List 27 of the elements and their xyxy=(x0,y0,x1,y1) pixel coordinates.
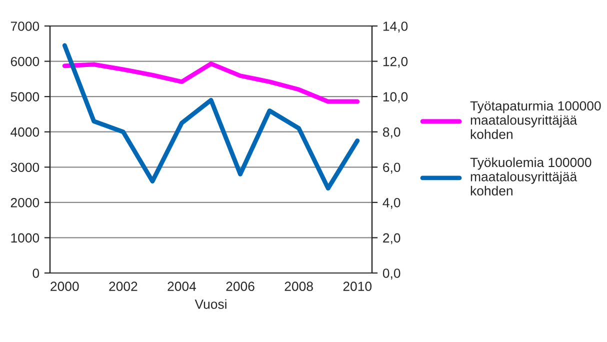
y2-tick-label: 10,0 xyxy=(383,92,408,104)
x-tick-label: 2002 xyxy=(109,282,138,292)
line-series xyxy=(62,62,360,104)
y-tick-label: 1000 xyxy=(11,233,40,243)
x-tick-label: 2000 xyxy=(50,282,79,292)
y2-tick-label: 4,0 xyxy=(382,198,400,209)
y2-tick-label: 2,0 xyxy=(383,233,400,244)
y-tick-label: 0 xyxy=(32,268,40,278)
y2-tick-label: 0,0 xyxy=(382,268,400,280)
y-tick-label: 3000 xyxy=(10,162,40,172)
legend-label: Työkuolemia 100000 maatalousyrittäjää kohden xyxy=(470,157,592,196)
line-series xyxy=(62,43,360,191)
legend-label: Työtapaturmia 100000 maatalousyrittäjää kohden xyxy=(470,100,601,139)
y-tick-label: 4000 xyxy=(10,127,40,137)
y2-tick-label: 12,0 xyxy=(383,56,408,68)
y-tick-label: 2000 xyxy=(10,198,40,208)
y-tick-label: 6000 xyxy=(10,56,40,66)
x-tick-label: 2008 xyxy=(284,282,313,292)
y2-tick-label: 14,0 xyxy=(383,22,408,32)
x-tick-label: 2010 xyxy=(343,282,372,292)
y2-tick-label: 8,0 xyxy=(382,127,400,138)
y-tick-label: 5000 xyxy=(10,92,40,102)
y2-tick-label: 6,0 xyxy=(383,162,400,174)
y-tick-label: 7000 xyxy=(10,22,40,31)
x-tick-label: 2004 xyxy=(168,282,196,292)
x-tick-label: 2006 xyxy=(226,282,254,292)
x-axis-title: Vuosi xyxy=(194,299,226,309)
